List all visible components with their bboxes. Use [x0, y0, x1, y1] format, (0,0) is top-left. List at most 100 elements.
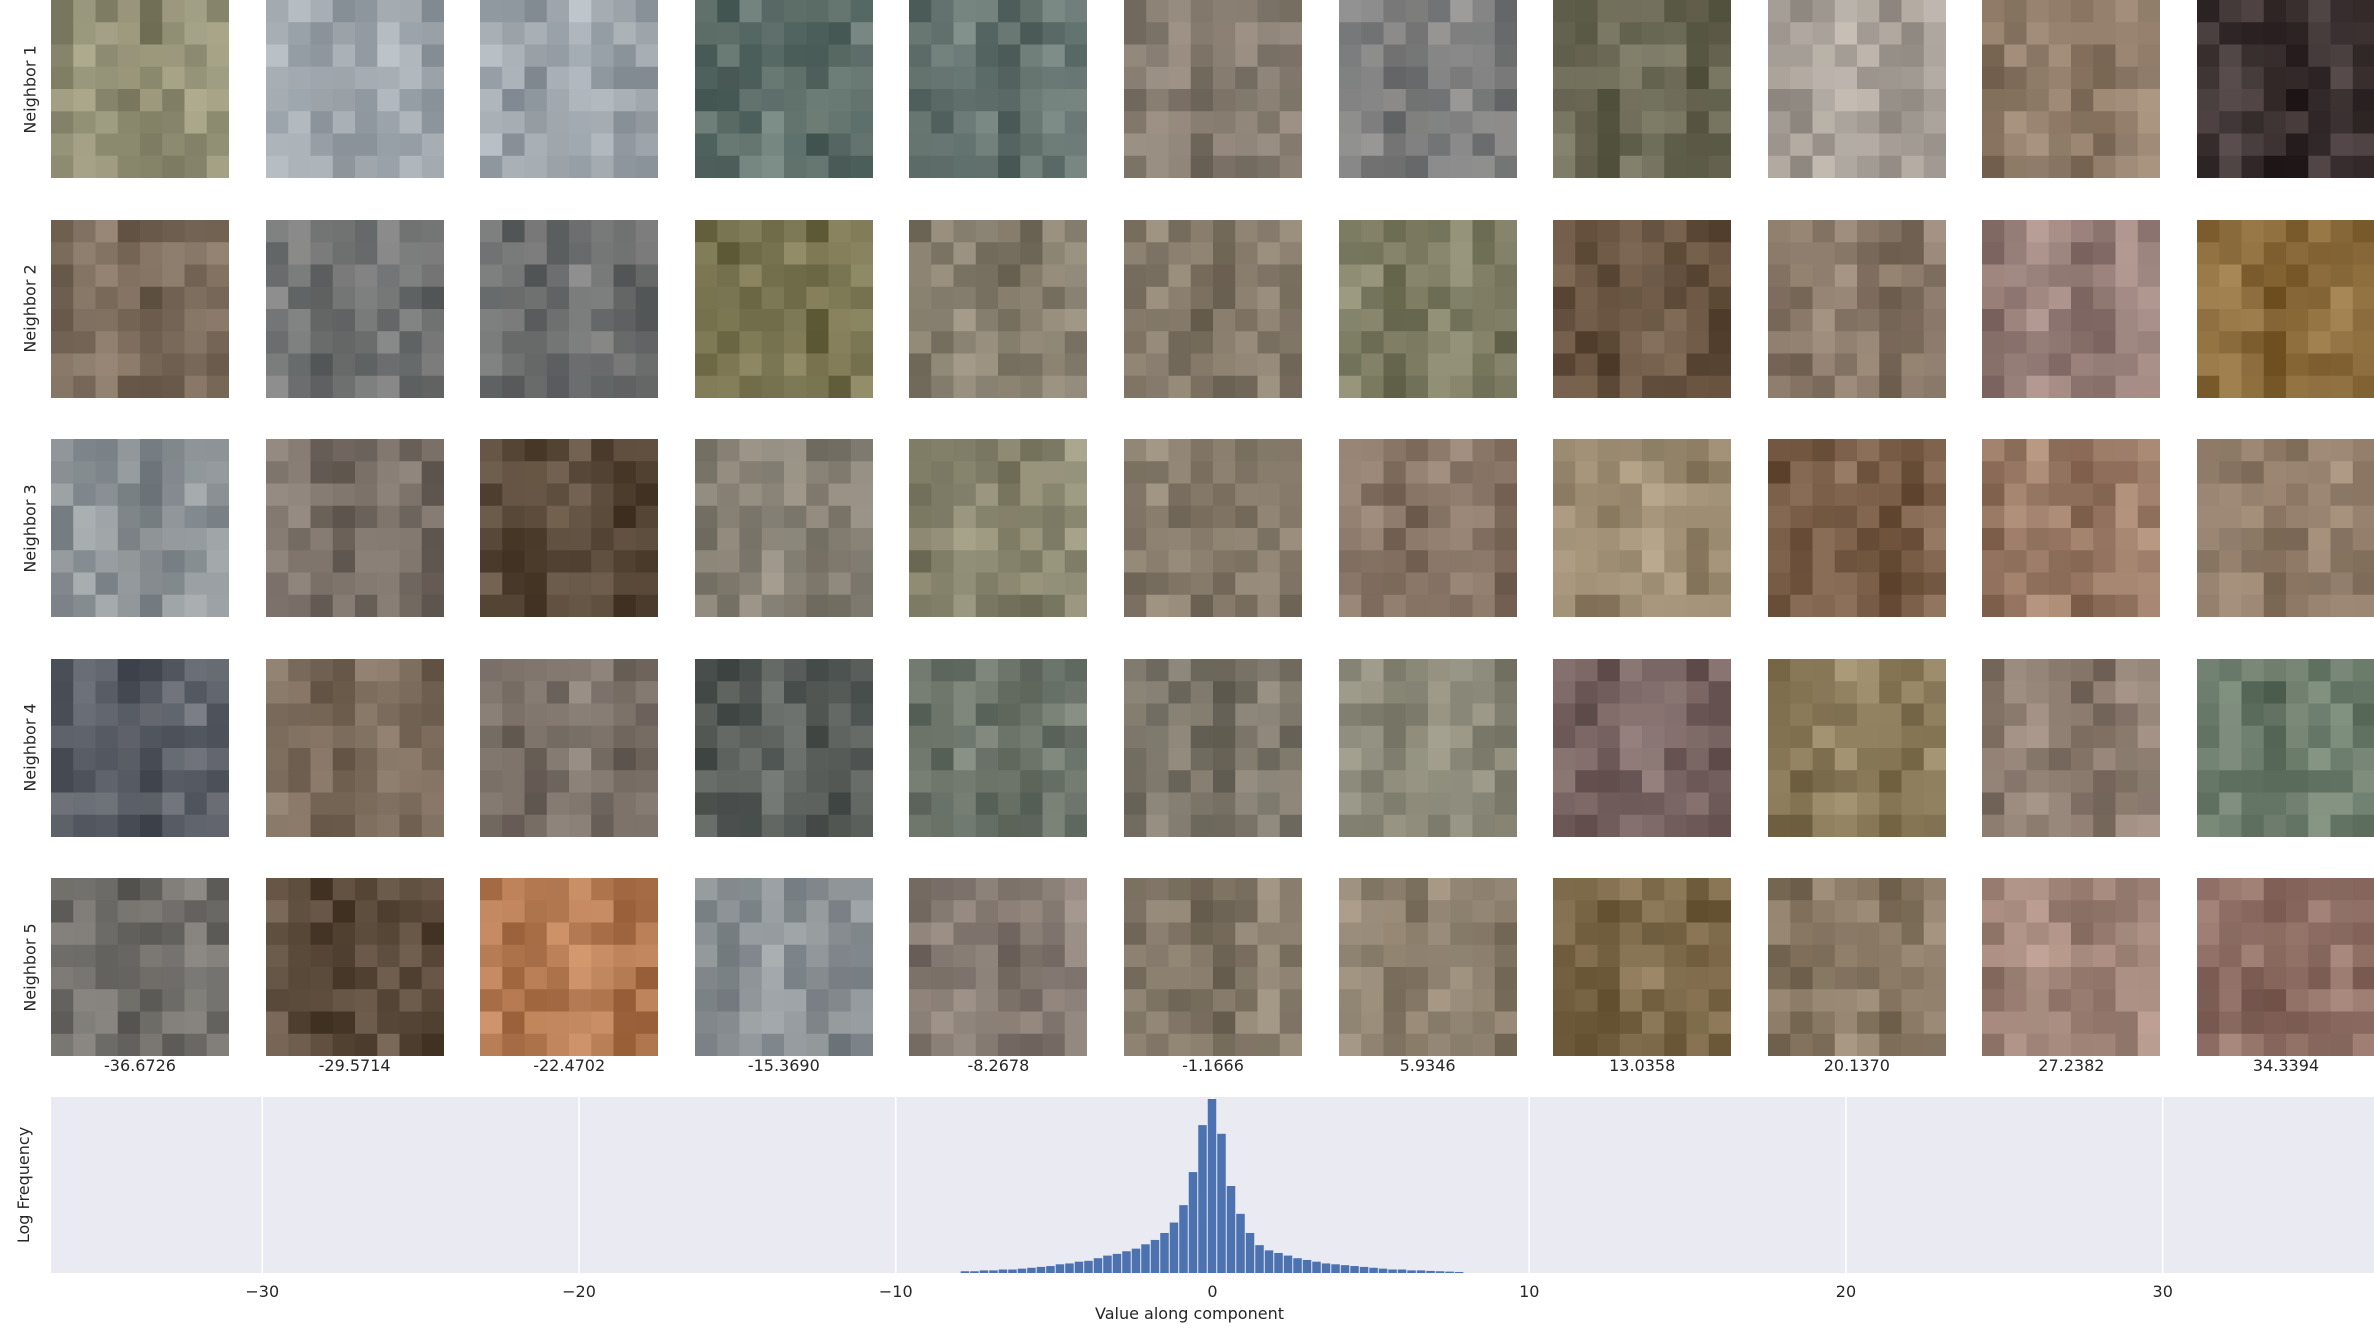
tile-pixels — [265, 878, 444, 1056]
neighbor-tile — [480, 0, 659, 178]
histogram-bar — [1302, 1259, 1312, 1273]
neighbor-tile — [1767, 439, 1946, 617]
tile-pixels — [694, 658, 873, 837]
neighbor-tile — [265, 439, 444, 617]
histogram-bar — [1198, 1125, 1207, 1273]
row-label-text: Neighbor 4 — [20, 703, 40, 792]
tile-pixels — [1767, 439, 1946, 617]
histogram-bar — [1416, 1270, 1426, 1273]
histogram-bar — [1141, 1244, 1150, 1273]
histogram-bar — [1274, 1252, 1283, 1273]
histogram-bar — [1008, 1269, 1017, 1273]
row-label-text: Neighbor 2 — [20, 264, 40, 353]
tile-pixels — [1553, 0, 1732, 178]
neighbor-tile — [1982, 219, 2161, 398]
histogram-bar — [1207, 1099, 1217, 1273]
histogram-bar — [1017, 1268, 1027, 1273]
histogram-bar — [1407, 1270, 1416, 1273]
neighbor-tile — [1767, 878, 1946, 1056]
tile-pixels — [694, 0, 873, 178]
neighbor-tile — [1767, 658, 1946, 837]
column-value: -22.4702 — [533, 1056, 606, 1075]
histogram-bar — [1055, 1264, 1065, 1273]
neighbor-tile — [1124, 658, 1302, 837]
tile-pixels — [480, 878, 659, 1056]
row-label-text: Neighbor 5 — [20, 922, 40, 1012]
tile-pixels — [480, 439, 659, 617]
neighbor-tile — [2197, 0, 2374, 178]
histogram-bar — [1445, 1271, 1454, 1273]
histogram-bar — [1435, 1271, 1445, 1273]
histogram-bar — [970, 1271, 979, 1273]
neighbor-tile — [2197, 439, 2374, 617]
histogram-bar — [1369, 1267, 1378, 1273]
tile-pixels — [1338, 439, 1517, 617]
tile-pixels — [909, 878, 1088, 1056]
histogram-bar — [1359, 1266, 1369, 1273]
neighbor-tile — [1553, 219, 1732, 398]
histogram-bar — [1236, 1213, 1245, 1273]
neighbor-tile — [265, 878, 444, 1056]
tile-pixels — [1124, 878, 1302, 1056]
tile-pixels — [1767, 878, 1946, 1056]
histogram-bar — [1426, 1270, 1435, 1273]
neighbor-tile — [1338, 878, 1517, 1056]
histogram-bar — [1122, 1251, 1131, 1273]
tile-pixels — [1982, 439, 2161, 617]
histogram-bar — [960, 1271, 970, 1273]
neighbor-tile — [909, 0, 1088, 178]
neighbor-tile — [1338, 439, 1517, 617]
histogram-bar — [1255, 1245, 1264, 1273]
neighbor-tile — [480, 219, 659, 398]
histogram-bar — [1179, 1205, 1188, 1273]
log-frequency-histogram: −30 −20 −10 0 10 20 30 Value along component Log… — [14, 1097, 2374, 1323]
neighbor-tile — [1767, 219, 1946, 398]
row-label: Neighbor 4 — [10, 659, 50, 837]
x-tick-label: 0 — [1207, 1282, 1217, 1301]
neighbor-tile — [909, 439, 1088, 617]
column-value: -36.6726 — [104, 1056, 176, 1075]
tile-pixels — [265, 439, 444, 617]
neighbor-tile — [480, 439, 659, 617]
row-label-text: Neighbor 1 — [20, 44, 40, 134]
row-label: Neighbor 1 — [10, 0, 50, 178]
histogram-bar — [1378, 1268, 1388, 1273]
tile-pixels — [2197, 658, 2374, 837]
column-value: -29.5714 — [318, 1056, 391, 1075]
neighbor-tile — [1338, 0, 1517, 178]
tile-pixels — [265, 219, 444, 398]
neighbor-tile — [1124, 439, 1302, 617]
tile-pixels — [51, 0, 229, 178]
histogram-bar — [1103, 1255, 1112, 1273]
histogram-bar — [1331, 1264, 1340, 1273]
histogram-bar — [1169, 1222, 1179, 1273]
tile-pixels — [909, 0, 1088, 178]
histogram-bar — [1397, 1269, 1407, 1273]
tile-pixels — [1338, 0, 1517, 178]
histogram-bar — [1217, 1133, 1226, 1273]
neighbor-tile — [51, 658, 229, 837]
y-axis-label: Log Frequency — [14, 1127, 33, 1243]
neighbor-tile — [1982, 439, 2161, 617]
tile-pixels — [1124, 439, 1302, 617]
histogram-bar — [1226, 1186, 1236, 1273]
histogram-bar — [1350, 1266, 1359, 1273]
neighbor-tile — [2197, 219, 2374, 398]
tile-pixels — [480, 658, 659, 837]
tile-pixels — [51, 439, 229, 617]
x-tick-label: 20 — [1836, 1282, 1856, 1301]
row-label: Neighbor 3 — [10, 439, 50, 617]
histogram-bar — [1388, 1269, 1397, 1273]
neighbor-tile — [1338, 658, 1517, 837]
neighbor-tile — [265, 658, 444, 837]
tile-pixels — [1124, 219, 1302, 398]
column-value: 27.2382 — [2038, 1056, 2105, 1075]
tile-pixels — [2197, 0, 2374, 178]
tile-pixels — [51, 658, 229, 837]
neighbor-tile — [265, 219, 444, 398]
column-value: 13.0358 — [1609, 1056, 1676, 1075]
column-value: -1.1666 — [1182, 1056, 1244, 1075]
histogram-bar — [1131, 1248, 1141, 1273]
histogram-bar — [1293, 1258, 1302, 1273]
tile-pixels — [1338, 658, 1517, 837]
